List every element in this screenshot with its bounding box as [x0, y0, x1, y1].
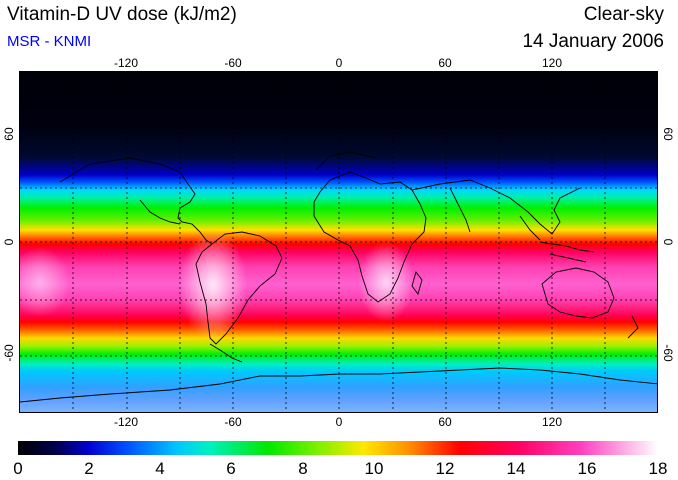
- colorbar-tick-10: 10: [364, 459, 384, 478]
- colorbar-tick-2: 2: [84, 459, 94, 478]
- colorbar-tick-4: 4: [155, 459, 165, 478]
- source-label: MSR - KNMI: [7, 33, 92, 50]
- condition-label: Clear-sky: [583, 4, 664, 25]
- lon-label-bottom-m120: -120: [113, 415, 139, 429]
- uv-dose-map: [19, 71, 658, 413]
- colorbar-tick-14: 14: [506, 459, 526, 478]
- map-title: Vitamin-D UV dose (kJ/m2): [7, 4, 237, 25]
- lat-label-left-0: 0: [2, 238, 16, 246]
- lon-label-bottom-120: 120: [541, 415, 563, 429]
- map-overlay: [20, 72, 657, 412]
- colorbar-tick-6: 6: [226, 459, 236, 478]
- colorbar-tick-12: 12: [435, 459, 455, 478]
- lon-label-top-120: 120: [541, 56, 563, 70]
- lat-label-left-60: 60: [2, 127, 16, 141]
- colorbar: [18, 441, 658, 455]
- lon-label-top-60: 60: [438, 56, 452, 70]
- colorbar-tick-16: 16: [577, 459, 597, 478]
- graticule: [20, 72, 657, 412]
- lat-label-right-m60: -60: [661, 344, 675, 362]
- coastlines: [20, 151, 657, 403]
- lat-label-left-m60: -60: [2, 344, 16, 362]
- colorbar-tick-18: 18: [648, 459, 668, 478]
- lat-label-right-0: 0: [661, 238, 675, 246]
- colorbar-tick-0: 0: [13, 459, 23, 478]
- lon-label-bottom-60: 60: [438, 415, 452, 429]
- colorbar-tick-8: 8: [298, 459, 308, 478]
- lon-label-bottom-0: 0: [335, 415, 343, 429]
- lon-label-top-0: 0: [335, 56, 343, 70]
- lon-label-top-m60: -60: [224, 56, 242, 70]
- lon-label-top-m120: -120: [113, 56, 139, 70]
- date-label: 14 January 2006: [522, 31, 664, 52]
- lat-label-right-60: 60: [661, 127, 675, 141]
- lon-label-bottom-m60: -60: [224, 415, 242, 429]
